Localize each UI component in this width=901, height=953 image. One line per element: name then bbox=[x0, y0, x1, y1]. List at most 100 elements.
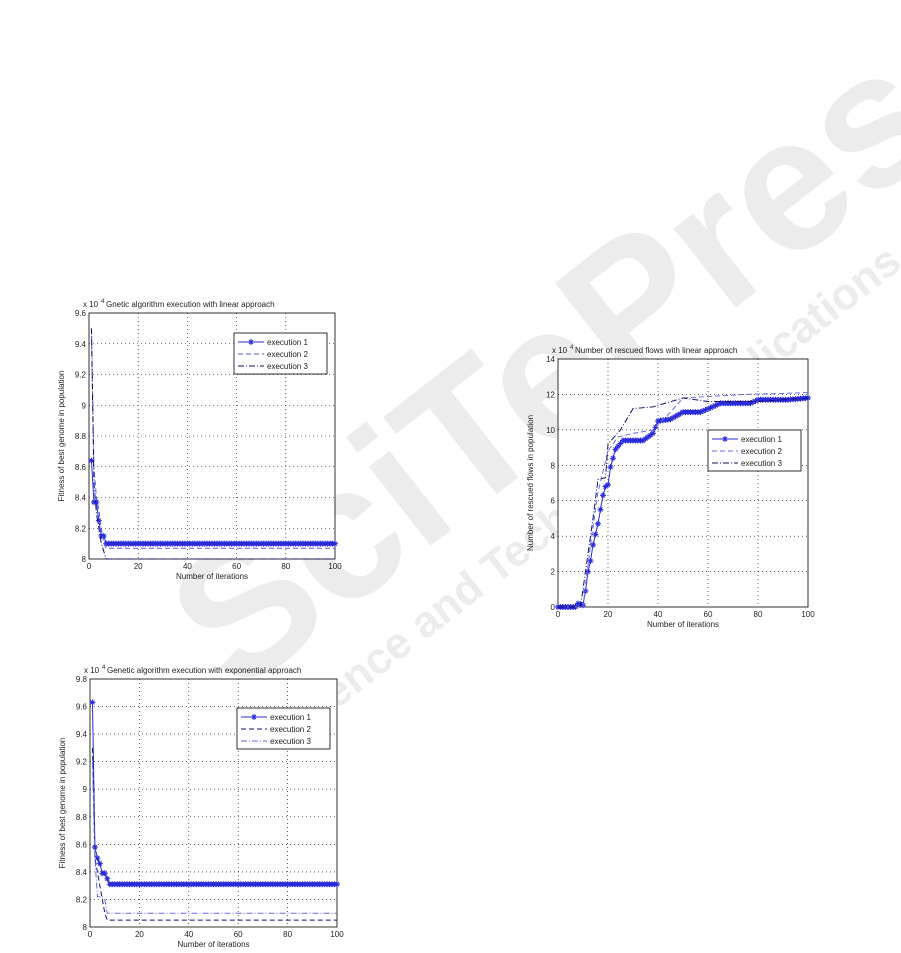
y-tick-label: 9.6 bbox=[76, 703, 88, 712]
data-point-marker bbox=[100, 532, 107, 539]
y-tick-label: 8.8 bbox=[75, 432, 87, 441]
x-tick-label: 40 bbox=[183, 562, 192, 571]
legend-label-2: execution 2 bbox=[270, 725, 311, 734]
data-point-marker bbox=[705, 405, 711, 412]
data-point-marker bbox=[597, 506, 604, 513]
x-tick-label: 60 bbox=[234, 930, 243, 939]
y-tick-label: 4 bbox=[551, 532, 556, 541]
y-tick-label: 9.4 bbox=[75, 340, 87, 349]
data-point-marker bbox=[617, 440, 624, 447]
data-point-marker bbox=[747, 400, 754, 407]
y-axis-label: Number of rescued flows in population bbox=[526, 415, 535, 551]
y-tick-label: 9.4 bbox=[76, 730, 88, 739]
data-point-marker bbox=[642, 435, 649, 442]
y-tick-label: 9.2 bbox=[76, 758, 88, 767]
data-point-marker bbox=[805, 394, 811, 401]
y-tick-label: 14 bbox=[546, 355, 555, 364]
legend-label-1: execution 1 bbox=[267, 338, 308, 347]
data-point-marker bbox=[675, 411, 681, 418]
x-tick-label: 80 bbox=[283, 930, 292, 939]
series-line-3 bbox=[91, 761, 337, 914]
y-tick-label: 6 bbox=[551, 497, 556, 506]
exponent-power: 4 bbox=[102, 665, 106, 671]
data-point-marker bbox=[702, 406, 709, 413]
y-tick-label: 10 bbox=[546, 426, 555, 435]
data-point-marker bbox=[650, 430, 656, 437]
data-point-marker bbox=[707, 404, 714, 411]
x-tick-label: 20 bbox=[604, 610, 613, 619]
data-point-marker bbox=[697, 409, 704, 416]
data-point-marker bbox=[96, 860, 103, 867]
data-point-marker bbox=[332, 540, 338, 547]
series-line-3 bbox=[558, 397, 809, 608]
data-point-marker bbox=[710, 403, 716, 410]
exponent-label: x 10 bbox=[84, 666, 100, 675]
y-tick-label: 8.4 bbox=[75, 494, 87, 503]
legend-label-3: execution 3 bbox=[270, 737, 311, 746]
data-point-marker bbox=[251, 714, 257, 720]
y-tick-label: 2 bbox=[551, 568, 556, 577]
y-tick-label: 8 bbox=[83, 923, 88, 932]
data-point-marker bbox=[700, 408, 706, 415]
data-point-marker bbox=[672, 413, 679, 420]
data-point-marker bbox=[88, 457, 95, 464]
y-tick-label: 8.6 bbox=[76, 840, 88, 849]
exponent-label: x 10 bbox=[83, 300, 99, 309]
data-point-marker bbox=[101, 870, 108, 877]
data-point-marker bbox=[587, 557, 594, 564]
legend-label-3: execution 3 bbox=[267, 362, 308, 371]
data-point-marker bbox=[590, 542, 596, 548]
exponent-power: 4 bbox=[101, 299, 105, 305]
exponent-power: 4 bbox=[570, 345, 574, 351]
chart-title: Number of rescued flows with linear appr… bbox=[575, 346, 737, 355]
y-tick-label: 8.6 bbox=[75, 463, 87, 472]
x-tick-label: 0 bbox=[88, 930, 93, 939]
x-tick-label: 20 bbox=[134, 562, 143, 571]
exponent-label: x 10 bbox=[552, 346, 568, 355]
data-point-marker bbox=[715, 401, 721, 408]
y-tick-label: 0 bbox=[551, 603, 556, 612]
legend-label-1: execution 1 bbox=[270, 713, 311, 722]
x-tick-label: 0 bbox=[556, 610, 561, 619]
data-point-marker bbox=[615, 443, 621, 450]
data-point-marker bbox=[677, 410, 684, 417]
data-point-marker bbox=[610, 455, 616, 462]
x-tick-label: 80 bbox=[281, 562, 290, 571]
x-axis-label: Number of iterations bbox=[647, 620, 719, 629]
x-tick-label: 60 bbox=[232, 562, 241, 571]
data-point-marker bbox=[585, 568, 591, 575]
data-point-marker bbox=[605, 481, 611, 488]
data-point-marker bbox=[712, 402, 719, 409]
data-point-marker bbox=[89, 699, 96, 706]
y-axis-label: Fitness of best genome in population bbox=[58, 738, 67, 869]
x-axis-label: Number of iterations bbox=[177, 940, 249, 949]
x-tick-label: 100 bbox=[330, 930, 344, 939]
y-axis-label: Fitness of best genome in population bbox=[57, 371, 66, 502]
x-axis-label: Number of iterations bbox=[176, 572, 248, 581]
y-tick-label: 8.4 bbox=[76, 868, 88, 877]
data-point-marker bbox=[595, 520, 601, 527]
data-point-marker bbox=[652, 424, 659, 431]
data-point-marker bbox=[750, 399, 756, 406]
data-point-marker bbox=[582, 588, 589, 595]
data-point-marker bbox=[104, 875, 111, 882]
series-line-2 bbox=[91, 747, 337, 921]
x-tick-label: 100 bbox=[328, 562, 342, 571]
y-tick-label: 9.8 bbox=[76, 675, 88, 684]
data-point-marker bbox=[670, 414, 676, 421]
data-point-marker bbox=[607, 464, 614, 471]
y-tick-label: 9 bbox=[82, 401, 87, 410]
legend-label-2: execution 2 bbox=[741, 447, 782, 456]
data-point-marker bbox=[645, 433, 651, 440]
series-line-3 bbox=[90, 328, 335, 560]
x-tick-label: 100 bbox=[801, 610, 815, 619]
series-line-2 bbox=[558, 392, 809, 608]
data-point-marker bbox=[334, 881, 340, 888]
data-point-marker bbox=[602, 483, 609, 490]
y-tick-label: 12 bbox=[546, 390, 555, 399]
chart-title: Gnetic algorithm execution with linear a… bbox=[106, 300, 275, 309]
x-tick-label: 40 bbox=[184, 930, 193, 939]
y-tick-label: 8.2 bbox=[76, 895, 88, 904]
